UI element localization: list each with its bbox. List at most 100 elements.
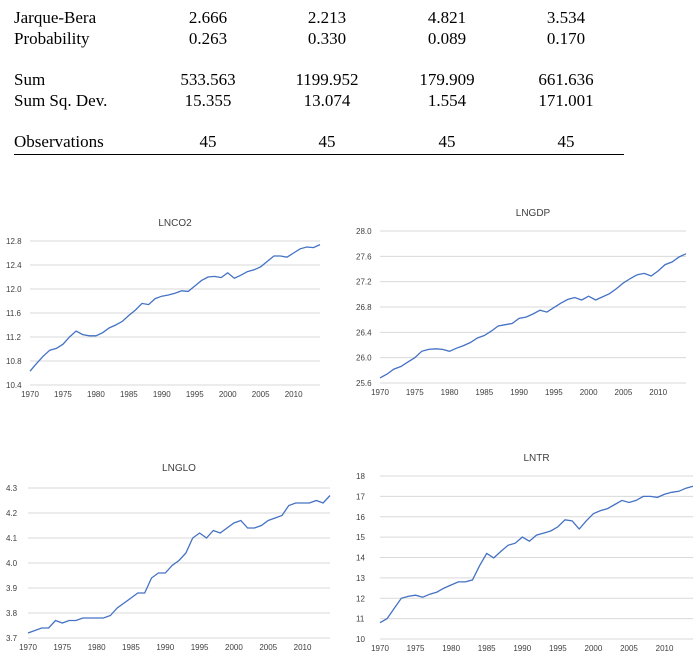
table-row: Jarque-Bera 2.666 2.213 4.821 3.534 <box>0 7 693 29</box>
x-tick-label: 1990 <box>153 390 171 399</box>
table-row: Probability 0.263 0.330 0.089 0.170 <box>0 28 693 50</box>
x-tick-label: 2000 <box>219 390 237 399</box>
x-tick-label: 1970 <box>21 390 39 399</box>
cell: 171.001 <box>538 91 594 110</box>
row-label: Probability <box>14 29 90 48</box>
x-tick-label: 2000 <box>225 643 243 652</box>
x-tick-label: 1975 <box>53 643 71 652</box>
x-tick-label: 2010 <box>294 643 312 652</box>
x-tick-label: 2000 <box>580 388 598 397</box>
x-tick-label: 2000 <box>585 644 603 653</box>
x-tick-label: 1980 <box>87 390 105 399</box>
row-label: Jarque-Bera <box>14 8 97 27</box>
y-tick-label: 12.8 <box>6 237 22 246</box>
y-tick-label: 11.6 <box>6 309 22 318</box>
cell: 1.554 <box>427 91 467 110</box>
x-tick-label: 2010 <box>649 388 667 397</box>
cell: 4.821 <box>427 8 467 27</box>
cell: 1199.952 <box>295 70 359 89</box>
x-tick-label: 1985 <box>478 644 496 653</box>
chart-lngdp-svg: LNGDP 25.6 26.0 26.4 26.8 27.2 27.6 28.0 1970 197… <box>356 208 687 397</box>
cell: 2.666 <box>188 8 228 27</box>
y-tick-label: 26.0 <box>356 354 372 363</box>
table-row: Observations 45 45 45 45 <box>0 131 693 153</box>
x-tick-label: 1980 <box>442 644 460 653</box>
table-row: Sum Sq. Dev. 15.355 13.074 1.554 171.001 <box>0 90 693 112</box>
x-tick-label: 1970 <box>19 643 37 652</box>
chart-title: LNGDP <box>516 208 551 219</box>
x-tick-label: 2005 <box>259 643 277 652</box>
cell: 0.330 <box>307 29 347 48</box>
chart-lnglo: LNGLO 3.7 3.8 3.9 4.0 4.1 4.2 4.3 1970 1975 1980 19… <box>0 458 340 658</box>
cell: 179.909 <box>419 70 475 89</box>
y-tick-label: 4.0 <box>6 559 18 568</box>
series-line <box>379 253 687 379</box>
x-tick-label: 1970 <box>371 388 389 397</box>
chart-lnco2: LNCO2 10.4 10.8 11.2 11.6 12.0 12.4 12.8 1970 197… <box>0 212 340 402</box>
cell: 0.089 <box>427 29 467 48</box>
table-bottom-rule <box>14 154 624 155</box>
y-tick-label: 11.2 <box>6 333 22 342</box>
x-tick-label: 1985 <box>475 388 493 397</box>
chart-lnco2-svg: LNCO2 10.4 10.8 11.2 11.6 12.0 12.4 12.8 1970 197… <box>6 218 321 399</box>
x-tick-label: 1975 <box>407 644 425 653</box>
y-tick-label: 27.2 <box>356 278 372 287</box>
y-tick-label: 25.6 <box>356 379 372 388</box>
series-line <box>29 244 321 372</box>
y-tick-label: 16 <box>356 513 365 522</box>
y-tick-label: 27.6 <box>356 252 372 261</box>
cell: 13.074 <box>303 91 351 110</box>
cell: 45 <box>438 132 456 151</box>
y-tick-label: 26.8 <box>356 303 372 312</box>
x-tick-label: 1980 <box>88 643 106 652</box>
x-tick-label: 1995 <box>549 644 567 653</box>
y-tick-label: 4.1 <box>6 534 18 543</box>
x-tick-label: 2005 <box>615 388 633 397</box>
y-tick-label: 12.0 <box>6 285 22 294</box>
x-tick-label: 1990 <box>513 644 531 653</box>
cell: 0.263 <box>188 29 228 48</box>
x-tick-label: 1975 <box>406 388 424 397</box>
y-tick-label: 11 <box>356 615 365 624</box>
x-tick-label: 1990 <box>156 643 174 652</box>
chart-title: LNCO2 <box>158 218 192 229</box>
row-label: Sum <box>14 70 46 89</box>
y-tick-label: 12.4 <box>6 261 22 270</box>
y-tick-label: 15 <box>356 533 365 542</box>
y-tick-label: 10.8 <box>6 357 22 366</box>
y-tick-label: 3.7 <box>6 634 18 643</box>
x-tick-label: 1995 <box>186 390 204 399</box>
x-tick-label: 2005 <box>620 644 638 653</box>
y-tick-label: 18 <box>356 472 365 481</box>
y-tick-label: 4.2 <box>6 509 18 518</box>
cell: 45 <box>557 132 575 151</box>
chart-lngdp: LNGDP 25.6 26.0 26.4 26.8 27.2 27.6 28.0 1970 197… <box>350 202 693 402</box>
chart-lntr-svg: LNTR 10 11 12 13 14 15 16 17 18 1970 1975 1980 1985 19… <box>356 453 693 653</box>
cell: 661.636 <box>538 70 594 89</box>
y-tick-label: 14 <box>356 554 365 563</box>
y-tick-label: 28.0 <box>356 227 372 236</box>
chart-title: LNTR <box>523 453 549 464</box>
x-tick-label: 1990 <box>510 388 528 397</box>
cell: 2.213 <box>307 8 347 27</box>
y-tick-label: 3.8 <box>6 609 18 618</box>
chart-title: LNGLO <box>162 463 196 474</box>
y-tick-label: 3.9 <box>6 584 18 593</box>
x-tick-label: 1980 <box>441 388 459 397</box>
row-label: Sum Sq. Dev. <box>14 91 108 110</box>
cell: 45 <box>199 132 217 151</box>
x-tick-label: 1995 <box>545 388 563 397</box>
cell: 45 <box>318 132 336 151</box>
chart-lnglo-svg: LNGLO 3.7 3.8 3.9 4.0 4.1 4.2 4.3 1970 1975 1980 19… <box>6 463 331 652</box>
y-tick-label: 10 <box>356 635 365 644</box>
cell: 3.534 <box>546 8 586 27</box>
y-tick-label: 13 <box>356 574 365 583</box>
cell: 533.563 <box>180 70 236 89</box>
x-tick-label: 1995 <box>191 643 209 652</box>
series-line <box>379 485 693 624</box>
cell: 0.170 <box>546 29 586 48</box>
y-tick-label: 10.4 <box>6 381 22 390</box>
x-tick-label: 1985 <box>122 643 140 652</box>
y-tick-label: 17 <box>356 492 365 501</box>
y-tick-label: 4.3 <box>6 484 18 493</box>
